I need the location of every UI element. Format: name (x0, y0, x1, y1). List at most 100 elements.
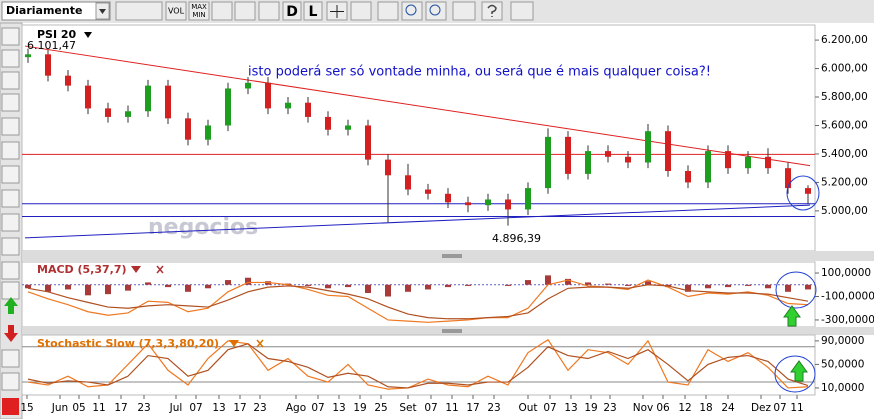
candle-body (165, 85, 171, 119)
x-tick-label: 13 (212, 402, 225, 414)
candle-body (145, 85, 151, 112)
zoom-button[interactable] (234, 1, 256, 21)
histogram-bar (145, 282, 151, 285)
candle-body (185, 118, 191, 140)
stochastic-menu[interactable] (229, 340, 239, 347)
line-tool-button[interactable] (377, 1, 399, 21)
y-tick-label: 10,0000 (821, 382, 864, 394)
tool-button[interactable] (1, 213, 20, 232)
tool-button (1, 372, 20, 391)
x-tick-label: 19 (353, 402, 366, 414)
crosshair-icon (330, 5, 344, 18)
histogram-bar (545, 275, 551, 285)
zoom-out-icon (429, 4, 441, 16)
candle-body (65, 75, 71, 86)
candle-body (685, 171, 691, 183)
x-tick-label: 05 (72, 402, 85, 414)
x-tick-label: 15 (20, 402, 33, 414)
grid-button[interactable] (211, 1, 233, 21)
tool-button[interactable] (1, 189, 20, 208)
book-button[interactable] (510, 1, 534, 21)
candle-body (505, 199, 511, 210)
d-button[interactable] (282, 1, 302, 21)
divider-handle (442, 329, 462, 333)
candle-body (705, 151, 711, 183)
candle-body (525, 188, 531, 210)
candle-body (225, 88, 231, 126)
delete-tool[interactable] (2, 398, 19, 415)
candle-body (725, 151, 731, 169)
candle-body (105, 108, 111, 117)
histogram-bar (645, 281, 651, 285)
divider-handle (442, 254, 462, 258)
stochastic-close[interactable] (256, 339, 264, 348)
vol-button[interactable] (165, 1, 187, 21)
histogram-bar (365, 284, 371, 293)
x-tick-label: 07 (311, 402, 324, 414)
tool-button[interactable] (1, 27, 20, 46)
tool-button[interactable] (1, 93, 20, 112)
histogram-bar (785, 284, 791, 292)
candle-body (45, 54, 51, 76)
tool-button[interactable] (1, 71, 20, 90)
l-button[interactable] (303, 1, 323, 21)
y-tick-label: -100,0000 (821, 290, 874, 302)
up-tool[interactable] (4, 297, 18, 314)
histogram-bar (445, 284, 451, 288)
cursor-button[interactable] (350, 1, 372, 21)
indicator-line (27, 279, 809, 323)
x-tick-label: 23 (253, 402, 266, 414)
trend-line (24, 204, 811, 239)
chart-type-button[interactable] (115, 1, 163, 21)
compare-button[interactable] (258, 1, 280, 21)
histogram-bar (605, 283, 611, 285)
histogram-bar (325, 284, 331, 289)
period-label: Diariamente (6, 4, 82, 17)
candle-body (465, 202, 471, 206)
tool-button[interactable] (1, 165, 20, 184)
candle-body (285, 102, 291, 109)
histogram-bar (85, 284, 91, 296)
instrument-menu[interactable] (84, 32, 92, 38)
macd-close[interactable] (156, 265, 164, 274)
macd-menu[interactable] (131, 266, 141, 273)
tool-button[interactable] (1, 117, 20, 136)
highlight-circle (786, 175, 820, 211)
candle-body (485, 199, 491, 206)
x-tick-label: 23 (137, 402, 150, 414)
tool-button[interactable] (1, 141, 20, 160)
annotation: isto poderá ser só vontade minha, ou ser… (248, 65, 711, 80)
histogram-bar (685, 284, 691, 292)
x-tick-label: 07 (424, 402, 437, 414)
histogram-bar (805, 284, 811, 290)
histogram-bar (565, 278, 571, 285)
arrow-up (783, 305, 801, 327)
period-select[interactable] (1, 1, 111, 21)
candle-body (445, 193, 451, 203)
down-tool[interactable] (4, 325, 18, 342)
candle-body (305, 102, 311, 117)
candle-body (25, 54, 31, 58)
tool-button[interactable] (1, 237, 20, 256)
print-button[interactable] (452, 1, 476, 21)
histogram-bar (45, 284, 51, 292)
maxmin-button[interactable] (188, 1, 210, 21)
x-tick-label: Out (518, 402, 537, 414)
tool-button[interactable] (1, 281, 20, 300)
y-tick-label: 5.000,00 (821, 205, 868, 217)
histogram-bar (125, 284, 131, 291)
candle-body (785, 168, 791, 189)
x-tick-label: 12 (678, 402, 691, 414)
histogram-bar (585, 282, 591, 285)
histogram-bar (305, 284, 311, 286)
x-tick-label: 23 (487, 402, 500, 414)
zoom-in-icon (405, 4, 417, 16)
x-tick-label: Jul (169, 402, 183, 414)
tool-button[interactable] (1, 49, 20, 68)
x-tick-label: 17 (114, 402, 127, 414)
help-button[interactable] (481, 1, 503, 21)
candle-body (405, 175, 411, 190)
help-icon (487, 4, 497, 17)
tool-button[interactable] (1, 261, 20, 280)
x-tick-label: 19 (584, 402, 597, 414)
